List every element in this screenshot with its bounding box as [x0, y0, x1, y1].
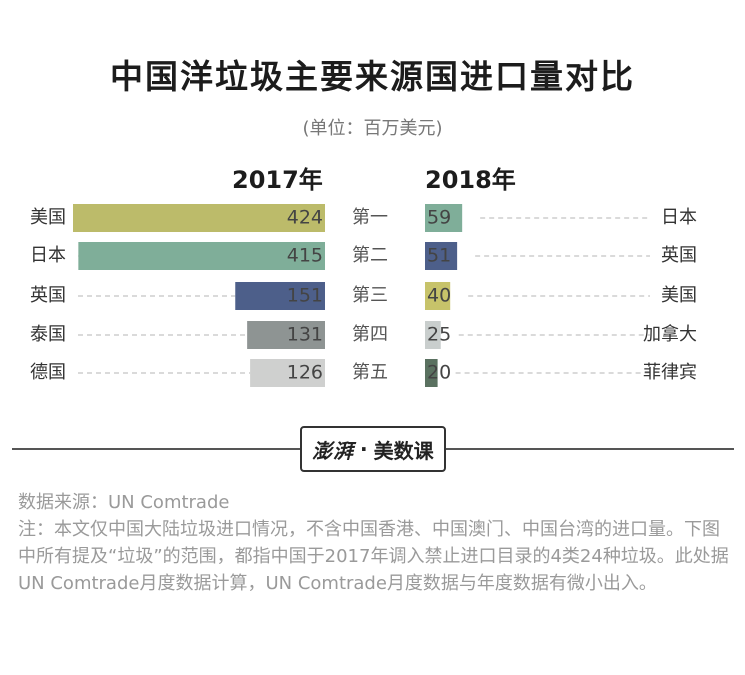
bar-2018 [425, 321, 441, 349]
bar-2017 [235, 282, 325, 310]
value-label-2018: 59 [427, 207, 451, 229]
value-label-2017: 415 [287, 245, 323, 267]
rank-label: 第四 [352, 324, 388, 345]
value-label-2018: 20 [427, 362, 451, 384]
data-source: 数据来源：UN Comtrade [18, 492, 230, 513]
logo-brand: 澎湃 [312, 438, 354, 463]
value-label-2018: 25 [427, 324, 451, 346]
rank-label: 第二 [352, 245, 388, 266]
category-label-2017: 泰国 [30, 324, 66, 345]
category-label-2018: 菲律宾 [643, 362, 697, 383]
bar-2018 [425, 282, 451, 310]
value-label-2017: 126 [287, 362, 323, 384]
footnote: 注：本文仅中国大陆垃圾进口情况，不含中国香港、中国澳门、中国台湾的进口量。下图中… [18, 519, 729, 594]
category-label-2017: 日本 [30, 245, 66, 266]
logo-dot: · [360, 437, 368, 461]
bar-2017 [247, 321, 325, 349]
bar-2017 [78, 242, 325, 270]
category-label-2017: 德国 [30, 362, 66, 383]
logo-sub: 美数课 [373, 438, 434, 463]
category-label-2018: 美国 [661, 285, 697, 306]
category-label-2018: 英国 [661, 245, 697, 266]
logo: 澎湃 · 美数课 [300, 426, 446, 472]
year-2017-label: 2017年 [232, 166, 323, 194]
category-label-2017: 英国 [30, 285, 66, 306]
category-label-2018: 日本 [661, 207, 697, 228]
value-label-2017: 131 [287, 324, 323, 346]
value-label-2017: 424 [287, 207, 323, 229]
rank-label: 第一 [352, 207, 388, 228]
value-label-2018: 40 [427, 285, 451, 307]
bar-2018 [425, 359, 438, 387]
bar-2018 [425, 242, 458, 270]
year-2018-label: 2018年 [425, 166, 516, 194]
bar-2017 [250, 359, 325, 387]
category-label-2017: 美国 [30, 207, 66, 228]
unit-label: (单位：百万美元) [302, 118, 443, 139]
value-label-2017: 151 [287, 285, 323, 307]
rank-label: 第三 [352, 285, 388, 306]
chart-title: 中国洋垃圾主要来源国进口量对比 [110, 57, 635, 96]
bar-2017 [73, 204, 325, 232]
bar-2018 [425, 204, 463, 232]
value-label-2018: 51 [427, 245, 451, 267]
rank-label: 第五 [352, 362, 388, 383]
category-label-2018: 加拿大 [643, 323, 697, 345]
